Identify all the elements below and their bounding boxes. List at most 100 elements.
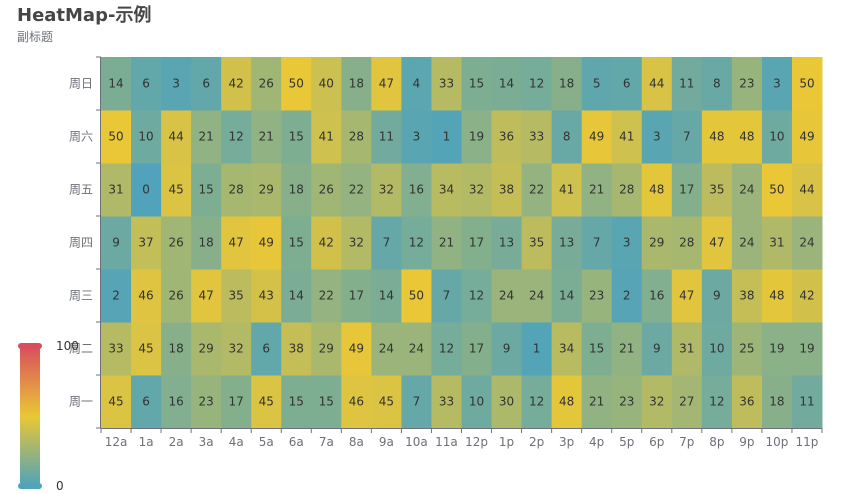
heatmap-cell[interactable] xyxy=(611,163,643,217)
heatmap-cell[interactable] xyxy=(671,322,703,376)
heatmap-cell[interactable] xyxy=(161,375,192,429)
heatmap-cell[interactable] xyxy=(461,375,493,429)
heatmap-cell[interactable] xyxy=(341,163,372,217)
heatmap-cell[interactable] xyxy=(371,269,402,323)
heatmap-cell[interactable] xyxy=(101,375,132,429)
heatmap-cell[interactable] xyxy=(611,375,643,429)
heatmap-cell[interactable] xyxy=(221,375,252,429)
heatmap-cell[interactable] xyxy=(251,57,282,111)
heatmap-cell[interactable] xyxy=(431,322,462,376)
heatmap-cell[interactable] xyxy=(371,110,402,164)
heatmap-cell[interactable] xyxy=(401,110,432,164)
heatmap-cell[interactable] xyxy=(431,216,462,270)
heatmap-cell[interactable] xyxy=(221,57,252,111)
heatmap-cell[interactable] xyxy=(671,110,703,164)
heatmap-cell[interactable] xyxy=(491,375,523,429)
heatmap-cell[interactable] xyxy=(341,375,372,429)
heatmap-cell[interactable] xyxy=(701,57,733,111)
heatmap-cell[interactable] xyxy=(551,110,583,164)
heatmap-cell[interactable] xyxy=(641,57,673,111)
heatmap-cell[interactable] xyxy=(161,163,192,217)
heatmap-cell[interactable] xyxy=(131,57,162,111)
visual-map-handle-top[interactable] xyxy=(18,343,42,349)
heatmap-cell[interactable] xyxy=(281,163,312,217)
heatmap-cell[interactable] xyxy=(551,57,583,111)
heatmap-cell[interactable] xyxy=(251,216,282,270)
heatmap-cell[interactable] xyxy=(281,110,312,164)
heatmap-cell[interactable] xyxy=(641,163,673,217)
heatmap-cell[interactable] xyxy=(701,322,733,376)
heatmap-cell[interactable] xyxy=(431,110,462,164)
heatmap-cell[interactable] xyxy=(761,110,793,164)
heatmap-cell[interactable] xyxy=(611,269,643,323)
heatmap-cell[interactable] xyxy=(491,269,523,323)
heatmap-cell[interactable] xyxy=(221,110,252,164)
heatmap-cell[interactable] xyxy=(761,163,793,217)
heatmap-cell[interactable] xyxy=(191,216,222,270)
heatmap-cell[interactable] xyxy=(521,375,553,429)
heatmap-cell[interactable] xyxy=(491,322,523,376)
heatmap-cell[interactable] xyxy=(581,163,613,217)
heatmap-cell[interactable] xyxy=(311,216,342,270)
heatmap-cell[interactable] xyxy=(581,375,613,429)
heatmap-cell[interactable] xyxy=(551,322,583,376)
heatmap-cell[interactable] xyxy=(461,322,493,376)
heatmap-cell[interactable] xyxy=(131,375,162,429)
heatmap-cell[interactable] xyxy=(581,322,613,376)
heatmap-cell[interactable] xyxy=(731,110,763,164)
heatmap-cell[interactable] xyxy=(491,57,523,111)
heatmap-cell[interactable] xyxy=(611,216,643,270)
heatmap-cell[interactable] xyxy=(311,57,342,111)
heatmap-cell[interactable] xyxy=(431,269,462,323)
heatmap-cell[interactable] xyxy=(161,322,192,376)
heatmap-cell[interactable] xyxy=(401,163,432,217)
heatmap-cell[interactable] xyxy=(281,269,312,323)
heatmap-cell[interactable] xyxy=(161,269,192,323)
heatmap-cell[interactable] xyxy=(251,163,282,217)
heatmap-cell[interactable] xyxy=(611,57,643,111)
heatmap-cell[interactable] xyxy=(731,375,763,429)
heatmap-cell[interactable] xyxy=(401,375,432,429)
heatmap-cell[interactable] xyxy=(521,57,553,111)
heatmap-cell[interactable] xyxy=(401,57,432,111)
heatmap-cell[interactable] xyxy=(761,375,793,429)
heatmap-cell[interactable] xyxy=(521,110,553,164)
visual-map-bar[interactable] xyxy=(20,346,40,486)
heatmap-cell[interactable] xyxy=(401,216,432,270)
heatmap-cell[interactable] xyxy=(341,216,372,270)
heatmap-cell[interactable] xyxy=(701,163,733,217)
heatmap-cell[interactable] xyxy=(221,322,252,376)
heatmap-cell[interactable] xyxy=(431,375,462,429)
heatmap-cell[interactable] xyxy=(251,110,282,164)
heatmap-cell[interactable] xyxy=(101,110,132,164)
heatmap-cell[interactable] xyxy=(641,375,673,429)
heatmap-cell[interactable] xyxy=(491,110,523,164)
heatmap-cell[interactable] xyxy=(251,269,282,323)
heatmap-cell[interactable] xyxy=(731,57,763,111)
heatmap-cell[interactable] xyxy=(551,163,583,217)
heatmap-cell[interactable] xyxy=(731,163,763,217)
heatmap-cell[interactable] xyxy=(341,110,372,164)
heatmap-cell[interactable] xyxy=(371,216,402,270)
heatmap-cell[interactable] xyxy=(671,375,703,429)
heatmap-cell[interactable] xyxy=(101,216,132,270)
heatmap-cell[interactable] xyxy=(101,269,132,323)
heatmap-cell[interactable] xyxy=(281,57,312,111)
heatmap-cell[interactable] xyxy=(311,269,342,323)
heatmap-cell[interactable] xyxy=(731,269,763,323)
heatmap-cell[interactable] xyxy=(761,57,793,111)
heatmap-cell[interactable] xyxy=(161,57,192,111)
heatmap-cell[interactable] xyxy=(491,216,523,270)
heatmap-cell[interactable] xyxy=(431,57,462,111)
heatmap-cell[interactable] xyxy=(671,163,703,217)
heatmap-cell[interactable] xyxy=(431,163,462,217)
heatmap-cell[interactable] xyxy=(371,375,402,429)
heatmap-cell[interactable] xyxy=(221,163,252,217)
heatmap-cell[interactable] xyxy=(101,163,132,217)
heatmap-cell[interactable] xyxy=(131,163,162,217)
heatmap-cell[interactable] xyxy=(521,163,553,217)
heatmap-cell[interactable] xyxy=(551,375,583,429)
heatmap-cell[interactable] xyxy=(221,269,252,323)
heatmap-cell[interactable] xyxy=(671,57,703,111)
heatmap-cell[interactable] xyxy=(191,163,222,217)
